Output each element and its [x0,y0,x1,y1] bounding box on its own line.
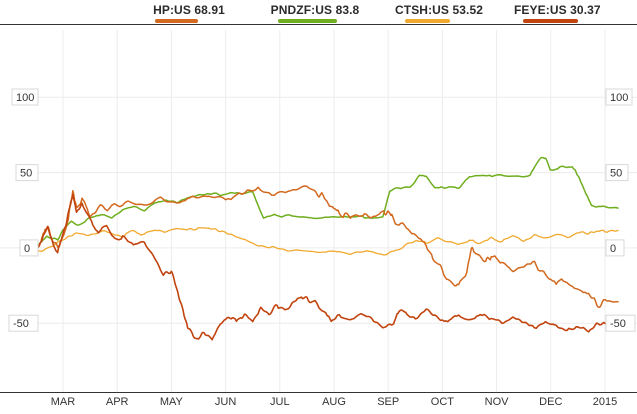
svg-text:100: 100 [16,92,34,104]
svg-text:2015: 2015 [593,396,617,408]
svg-text:JUL: JUL [270,396,290,408]
svg-text:AUG: AUG [322,396,346,408]
svg-text:DEC: DEC [539,396,562,408]
svg-text:50: 50 [20,168,32,180]
svg-text:-50: -50 [610,318,626,330]
svg-text:NOV: NOV [485,396,510,408]
svg-text:OCT: OCT [431,396,455,408]
svg-text:JUN: JUN [215,396,236,408]
svg-text:50: 50 [610,168,622,180]
svg-text:APR: APR [106,396,129,408]
svg-text:-50: -50 [13,318,29,330]
svg-text:MAR: MAR [51,396,76,408]
svg-text:MAY: MAY [160,396,184,408]
svg-text:0: 0 [610,243,616,255]
svg-text:0: 0 [24,243,30,255]
svg-text:SEP: SEP [377,396,399,408]
svg-text:100: 100 [610,92,628,104]
